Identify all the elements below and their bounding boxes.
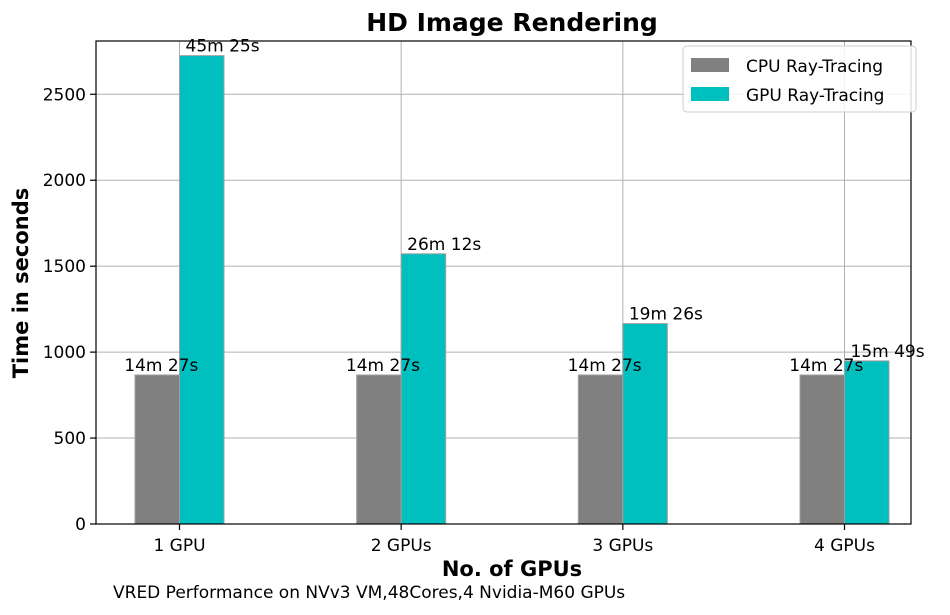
- legend-swatch-cpu: [691, 58, 729, 72]
- bar-cpu-3: [799, 374, 845, 525]
- legend-box: [682, 45, 917, 113]
- y-tick-label-4: 2000: [43, 171, 86, 191]
- axis-ticks: 0 500 1000 1500 2000 2500 1 GPU 2 GPUs 3 GPUs 4 G…: [43, 85, 875, 556]
- bar-value-labels: 14m 27s 14m 27s 14m 27s 14m 27s 45m 25s 26m 1…: [124, 37, 924, 376]
- bar-cpu-2: [577, 374, 624, 525]
- bars: [134, 55, 890, 525]
- y-tick-label-1: 500: [54, 429, 86, 449]
- legend-label-cpu: CPU Ray-Tracing: [746, 57, 883, 77]
- bar-gpu-0: [179, 55, 225, 525]
- legend-swatch-gpu: [691, 87, 729, 101]
- footnote: VRED Performance on NVv3 VM,48Cores,4 Nv…: [113, 583, 626, 603]
- x-tick-label-3: 4 GPUs: [814, 536, 875, 556]
- legend: CPU Ray-Tracing GPU Ray-Tracing: [682, 45, 917, 113]
- bar-label-gpu-3: 15m 49s: [851, 342, 925, 362]
- y-tick-label-0: 0: [75, 515, 86, 535]
- bar-label-gpu-1: 26m 12s: [407, 235, 481, 255]
- bar-label-gpu-0: 45m 25s: [186, 37, 260, 57]
- bar-label-cpu-0: 14m 27s: [124, 356, 198, 376]
- chart-title: HD Image Rendering: [366, 8, 658, 37]
- bar-label-cpu-3: 14m 27s: [789, 356, 863, 376]
- y-tick-label-2: 1000: [43, 343, 86, 363]
- y-tick-label-5: 2500: [43, 85, 86, 105]
- x-axis-label: No. of GPUs: [442, 557, 582, 581]
- bar-label-cpu-1: 14m 27s: [346, 356, 420, 376]
- x-tick-label-1: 2 GPUs: [371, 536, 432, 556]
- bar-gpu-2: [622, 323, 668, 525]
- bar-cpu-0: [134, 374, 180, 525]
- legend-label-gpu: GPU Ray-Tracing: [746, 86, 884, 106]
- y-axis-label: Time in seconds: [9, 188, 33, 379]
- bar-label-gpu-2: 19m 26s: [629, 305, 703, 325]
- plot-frame: [95, 40, 912, 525]
- bar-label-cpu-2: 14m 27s: [568, 356, 642, 376]
- bar-gpu-3: [844, 360, 890, 525]
- bar-gpu-1: [400, 253, 447, 525]
- x-tick-label-0: 1 GPU: [153, 536, 205, 556]
- bar-cpu-1: [356, 374, 402, 525]
- x-tick-label-2: 3 GPUs: [592, 536, 653, 556]
- y-tick-label-3: 1500: [43, 257, 86, 277]
